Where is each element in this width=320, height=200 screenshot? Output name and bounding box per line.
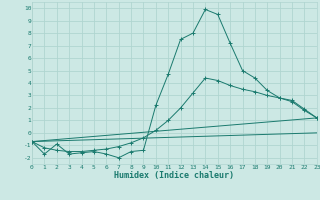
- X-axis label: Humidex (Indice chaleur): Humidex (Indice chaleur): [115, 171, 234, 180]
